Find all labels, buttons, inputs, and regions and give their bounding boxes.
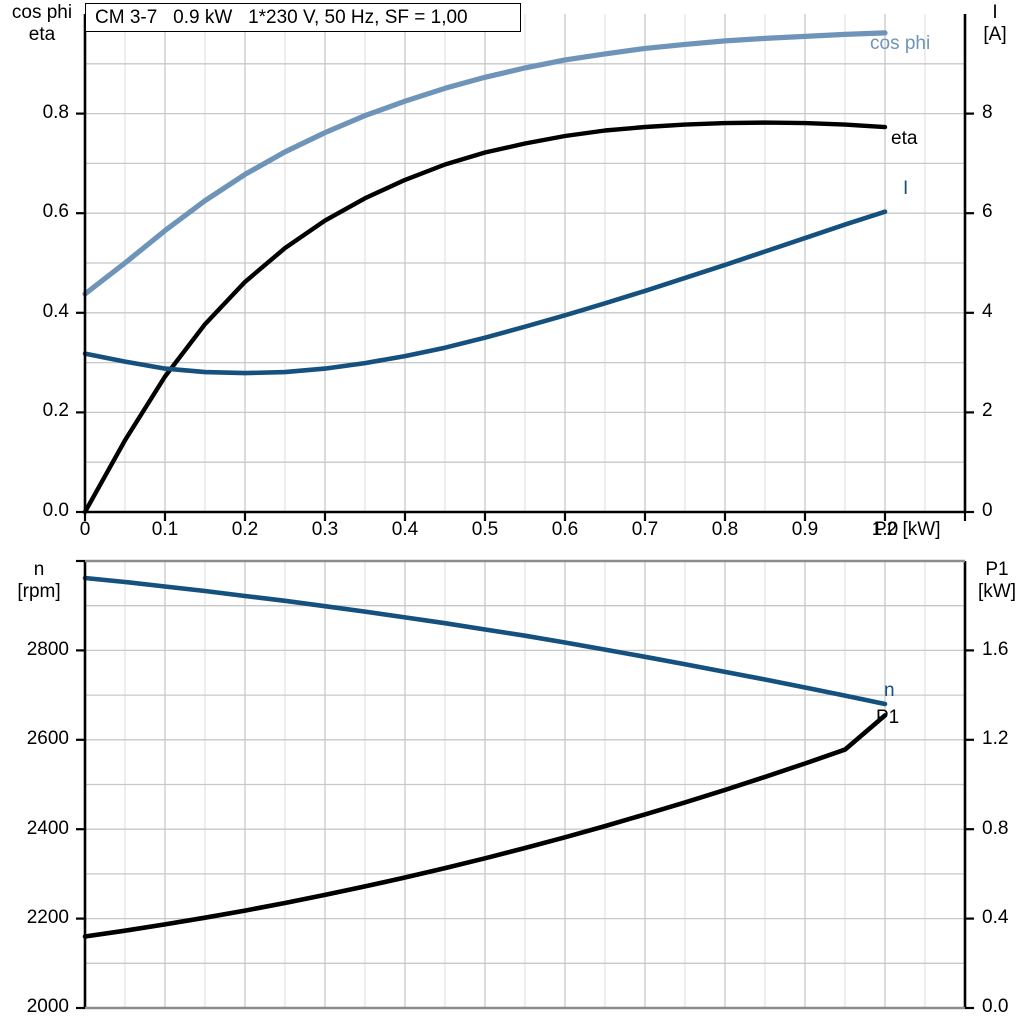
top-right-axis-title: I [A] — [983, 2, 1007, 45]
top-right-tick-0: 0 — [982, 500, 993, 521]
bottom-left-tick-2: 2400 — [26, 818, 69, 839]
bottom-right-tick-2: 0.8 — [982, 818, 1009, 839]
top-x-tick-2: 0.2 — [231, 519, 259, 540]
bottom-left-tick-0: 2000 — [26, 996, 69, 1017]
top-grid-horizontal — [85, 63, 965, 463]
curve-eta — [82, 120, 888, 515]
bottom-left-axis-title: n [rpm] — [17, 559, 61, 602]
top-chart-panel — [76, 14, 974, 521]
bottom-right-tick-marks — [965, 649, 974, 1010]
top-right-tick-1: 2 — [982, 400, 993, 421]
bottom-grid-horizontal — [85, 605, 965, 964]
top-x-tick-5: 0.5 — [471, 519, 499, 540]
bottom-right-tick-1: 0.4 — [982, 907, 1009, 928]
bottom-right-tick-3: 1.2 — [982, 728, 1009, 749]
top-x-tick-4: 0.4 — [391, 519, 419, 540]
bottom-left-tick-1: 2200 — [26, 907, 69, 928]
top-right-tick-4: 8 — [982, 102, 993, 123]
curve-speed — [82, 575, 888, 707]
top-x-tick-9: 0.9 — [791, 519, 819, 540]
bottom-right-tick-4: 1.6 — [982, 639, 1009, 660]
bottom-right-tick-0: 0.0 — [982, 996, 1009, 1017]
curve-label-eta: eta — [891, 128, 918, 149]
top-x-tick-10: 1.0 — [871, 519, 899, 540]
curve-p1 — [82, 713, 888, 939]
curve-cos-phi — [82, 30, 888, 297]
top-x-tick-8: 0.8 — [711, 519, 739, 540]
top-left-tick-0: 0.0 — [42, 500, 69, 521]
top-left-tick-2: 0.4 — [42, 301, 69, 322]
top-x-tick-3: 0.3 — [311, 519, 339, 540]
curve-label-p1: P1 — [876, 707, 900, 728]
top-x-tick-7: 0.7 — [631, 519, 659, 540]
curve-label-cos-phi: cos phi — [870, 33, 931, 54]
top-x-tick-0: 0 — [79, 519, 91, 540]
chart-title-box: CM 3-7 0.9 kW 1*230 V, 50 Hz, SF = 1,00 — [85, 3, 521, 32]
top-x-tick-6: 0.6 — [551, 519, 579, 540]
top-left-tick-1: 0.2 — [42, 400, 69, 421]
curve-label-current: I — [903, 178, 909, 199]
curve-current — [82, 209, 888, 376]
bottom-chart-svg — [76, 559, 974, 1010]
top-chart-svg — [76, 14, 974, 521]
bottom-left-tick-marks — [76, 559, 85, 1010]
bottom-right-axis-title: P1 [kW] — [978, 559, 1016, 602]
top-left-tick-marks — [76, 112, 85, 514]
top-left-axis-title: cos phi eta — [11, 2, 73, 45]
curve-label-speed: n — [884, 680, 895, 701]
bottom-chart-panel — [0, 556, 1024, 1024]
top-x-tick-marks — [83, 512, 967, 521]
top-left-tick-3: 0.6 — [42, 201, 69, 222]
top-right-tick-2: 4 — [982, 301, 993, 322]
top-right-tick-3: 6 — [982, 201, 993, 222]
bottom-left-tick-4: 2800 — [26, 639, 69, 660]
top-x-axis-title: P2 [kW] — [874, 519, 941, 540]
top-x-tick-1: 0.1 — [151, 519, 179, 540]
chart-title: CM 3-7 0.9 kW 1*230 V, 50 Hz, SF = 1,00 — [95, 6, 468, 28]
top-left-tick-4: 0.8 — [42, 102, 69, 123]
bottom-left-tick-3: 2600 — [26, 728, 69, 749]
top-right-tick-marks — [965, 112, 974, 514]
